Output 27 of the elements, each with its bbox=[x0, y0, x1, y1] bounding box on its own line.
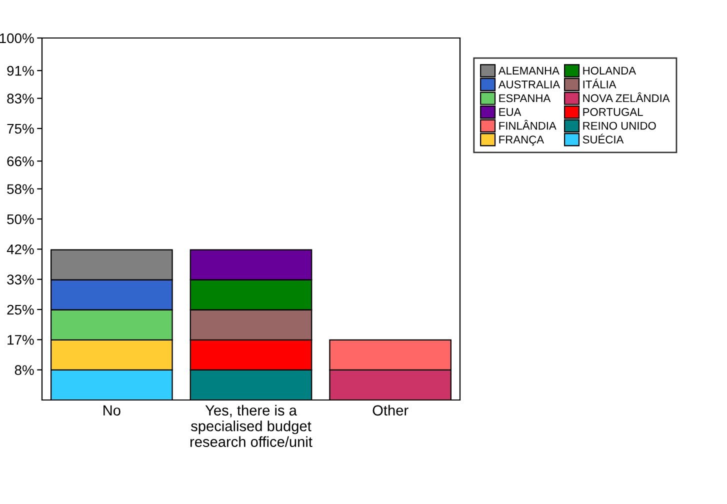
legend-label: PORTUGAL bbox=[583, 108, 643, 116]
legend-label: ITÁLIA bbox=[583, 78, 616, 88]
x-tick-label: Yes, there is a specialised budget research office/unit bbox=[190, 404, 312, 447]
legend-label: NOVA ZELÂNDIA bbox=[583, 92, 670, 102]
legend-label: ESPANHA bbox=[499, 94, 551, 102]
legend-label: REINO UNIDO bbox=[583, 122, 656, 130]
y-tick-label: 50% bbox=[7, 214, 34, 224]
y-tick-label: 100% bbox=[0, 33, 34, 44]
y-tick-label: 58% bbox=[7, 184, 34, 194]
x-tick-label: No bbox=[104, 405, 120, 416]
y-tick-label: 25% bbox=[7, 304, 34, 315]
x-tick-label: Other bbox=[372, 404, 408, 416]
y-tick-label: 91% bbox=[7, 66, 34, 76]
legend-label: FRANÇA bbox=[499, 136, 544, 146]
legend-label: SUÉCIA bbox=[582, 134, 624, 144]
y-tick-label: 8% bbox=[14, 365, 34, 376]
y-tick-label: 17% bbox=[8, 335, 34, 345]
y-tick-label: 66% bbox=[7, 156, 34, 166]
legend-label: ALEMANHA bbox=[498, 66, 560, 74]
y-tick-label: 83% bbox=[7, 94, 34, 104]
y-tick-label: 75% bbox=[7, 124, 34, 134]
legend-label: EUA bbox=[499, 108, 522, 116]
legend-label: HOLANDA bbox=[583, 66, 636, 75]
legend-label: AUSTRALIA bbox=[498, 80, 560, 88]
legend-label: FINLÂNDIA bbox=[499, 120, 556, 130]
y-tick-label: 42% bbox=[6, 244, 34, 254]
y-tick-label: 33% bbox=[7, 274, 34, 285]
